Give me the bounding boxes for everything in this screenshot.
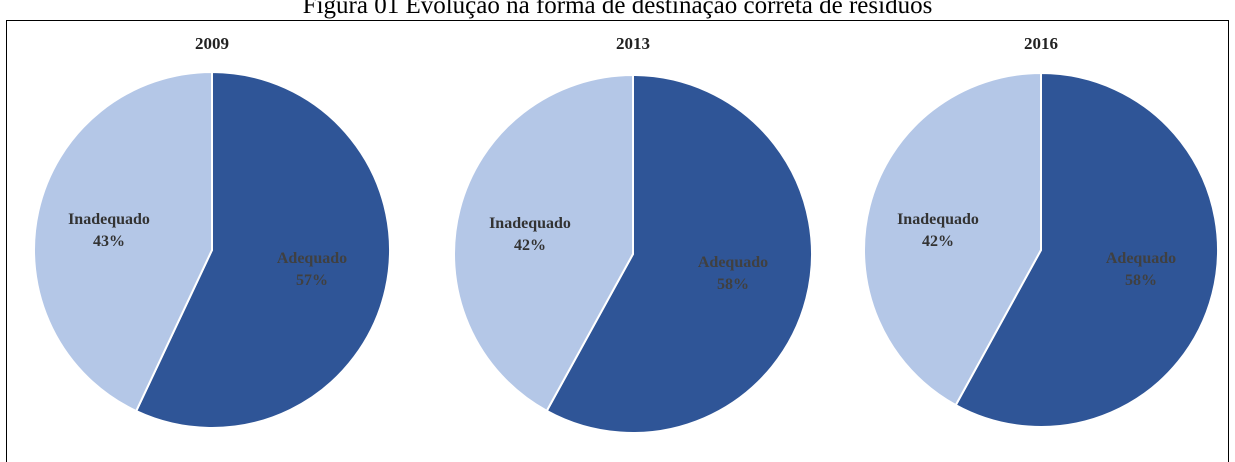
pie-chart-2013: 2013 Adequado 58% Inadequado 42% [453, 34, 813, 434]
pie-slice-adequado [954, 71, 1219, 428]
pie-chart-2016: 2016 Adequado 58% Inadequado 42% [863, 34, 1219, 428]
slice-label-value: 42% [514, 237, 546, 254]
slice-label-name: Inadequado [68, 211, 150, 228]
slice-label-value: 57% [296, 272, 328, 289]
pie-slice-inadequado [863, 71, 1042, 407]
pie-title: 2009 [195, 34, 229, 53]
slice-label-value: 58% [717, 276, 749, 293]
slice-label-name: Adequado [698, 254, 768, 271]
pie-slice-inadequado [453, 73, 634, 413]
pie-slice-inadequado [33, 70, 213, 413]
pie-slice-adequado [134, 70, 391, 429]
slice-label-name: Inadequado [489, 215, 571, 232]
slice-label-name: Inadequado [897, 211, 979, 228]
slice-label-value: 58% [1125, 272, 1157, 289]
figure-caption: Figura 01 Evolução na forma de destinaçã… [302, 0, 933, 19]
pie-slice-adequado [545, 73, 813, 434]
pie-chart-2009: 2009 Adequado 57% Inadequado 43% [33, 34, 391, 429]
slice-label-name: Adequado [1106, 250, 1176, 267]
slice-label-value: 43% [93, 233, 125, 250]
pie-title: 2016 [1024, 34, 1058, 53]
chart-frame [6, 20, 1229, 462]
slice-label-name: Adequado [277, 250, 347, 267]
pie-title: 2013 [616, 34, 650, 53]
slice-label-value: 42% [922, 233, 954, 250]
